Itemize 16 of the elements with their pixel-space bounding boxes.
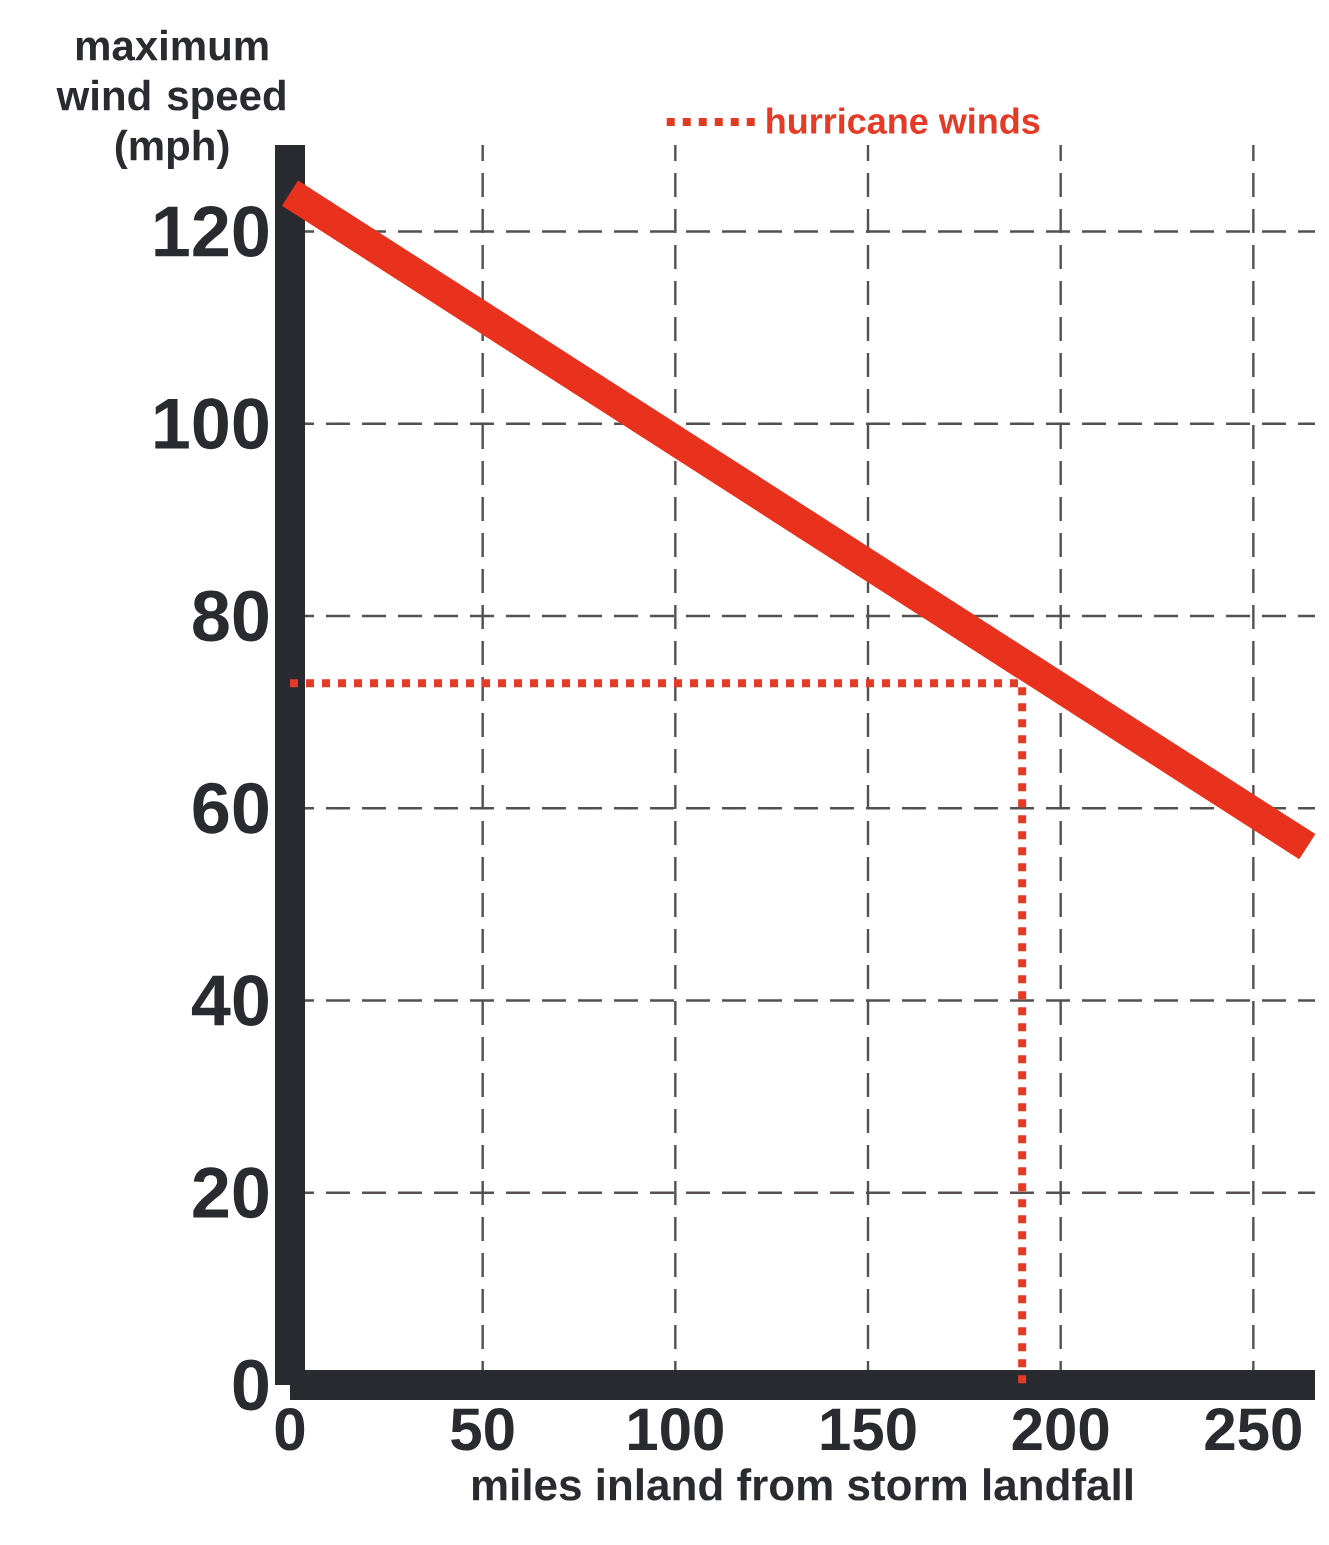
y-tick-label: 120 bbox=[155, 206, 268, 257]
y-tick-label: 0 bbox=[233, 1359, 268, 1411]
y-tick-label: 20 bbox=[193, 1167, 268, 1219]
y-tick-label: 60 bbox=[193, 782, 268, 834]
x-tick-label: 150 bbox=[821, 1408, 916, 1451]
legend-label: hurricane winds bbox=[767, 107, 1040, 134]
y-tick-label: 100 bbox=[155, 398, 268, 450]
x-axis-title: miles inland from storm landfall bbox=[472, 1468, 1132, 1501]
x-tick-label: 50 bbox=[451, 1408, 514, 1451]
y-tick-label: 80 bbox=[193, 590, 268, 642]
y-axis-title: maximum wind speed (mph) bbox=[56, 29, 285, 169]
x-tick-label: 0 bbox=[275, 1408, 305, 1451]
x-tick-label: 250 bbox=[1205, 1408, 1301, 1451]
y-tick-label: 40 bbox=[191, 975, 268, 1026]
x-tick-label: 200 bbox=[1012, 1408, 1109, 1451]
x-tick-label: 100 bbox=[629, 1408, 723, 1451]
